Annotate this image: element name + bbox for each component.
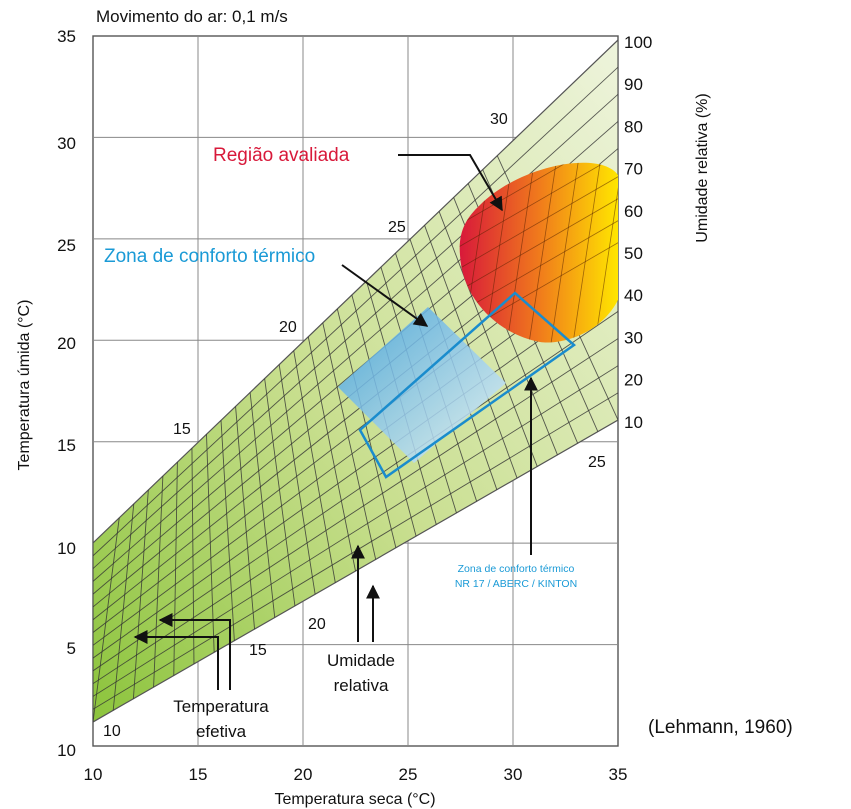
comfort-box-nr17 (358, 291, 577, 479)
temp-efetiva-arrow-2 (158, 613, 231, 690)
x-tick-label: 10 (84, 765, 103, 784)
et-line (235, 406, 255, 630)
temp-efetiva-line1: Temperatura (173, 697, 269, 716)
et-label-10: 10 (103, 723, 121, 740)
rh-tick-label: 40 (624, 286, 643, 305)
nr17-label-line1: Zona de conforto térmico (458, 563, 575, 575)
et-label-15-upper: 15 (173, 421, 191, 438)
temp-efetiva-line2: efetiva (196, 722, 247, 741)
y2-axis-title: Umidade relativa (%) (694, 93, 711, 242)
et-label-20-upper: 20 (279, 319, 297, 336)
et-label-15-lower: 15 (249, 642, 267, 659)
hot-grid-line (459, 163, 618, 275)
rh-line (93, 93, 618, 569)
hot-grid-line (459, 207, 618, 319)
et-line (132, 489, 149, 699)
et-line (264, 378, 296, 606)
rh-line (93, 66, 618, 557)
rh-line (93, 311, 618, 672)
et-line (173, 462, 178, 676)
et-line (153, 476, 164, 688)
y-tick-label: 25 (57, 236, 76, 255)
x-tick-label: 25 (399, 765, 418, 784)
zona-conforto-label: Zona de conforto térmico (104, 246, 315, 267)
hot-grid-line (593, 162, 618, 343)
hot-grid-line (549, 162, 581, 343)
chart-title: Movimento do ar: 0,1 m/s (96, 7, 288, 26)
regiao-avaliada-arrow (398, 154, 503, 212)
rh-tick-label: 90 (624, 75, 643, 94)
et-line (206, 434, 215, 653)
et-line (93, 517, 120, 723)
y-tick-label: 20 (57, 334, 76, 353)
rh-tick-labels: 100 90 80 70 60 50 40 30 20 10 (624, 33, 652, 432)
rh-tick-label: 30 (624, 328, 643, 347)
rh-tick-label: 100 (624, 33, 652, 52)
rh-tick-label: 20 (624, 371, 643, 390)
rh-tick-label: 70 (624, 160, 643, 179)
y-tick-label: 10 (57, 741, 76, 760)
source-citation: (Lehmann, 1960) (648, 717, 793, 738)
x-tick-labels: 10 15 20 25 30 35 (84, 765, 628, 784)
hot-grid-line (459, 162, 618, 231)
regiao-avaliada-label: Região avaliada (213, 145, 350, 166)
rh-tick-label: 50 (624, 244, 643, 263)
hot-grid-line (459, 185, 618, 297)
zona-conforto-arrow (341, 264, 429, 327)
et-line (307, 336, 356, 572)
y-tick-label: 10 (57, 539, 76, 558)
y-tick-label: 35 (57, 27, 76, 46)
y-tick-label: 30 (57, 134, 76, 153)
rh-tick-label: 10 (624, 413, 643, 432)
umidade-relativa-line1: Umidade (327, 651, 395, 670)
y-axis-title: Temperatura úmida (°C) (16, 300, 33, 471)
et-label-25-upper: 25 (388, 219, 406, 236)
temp-efetiva-arrow-1 (133, 630, 219, 690)
et-line (249, 392, 276, 618)
et-line (112, 503, 135, 711)
et-line (336, 308, 397, 548)
comfort-zone-area (338, 307, 506, 463)
et-line (293, 350, 336, 583)
rh-line (93, 283, 618, 659)
et-label-30: 30 (490, 111, 508, 128)
x-tick-label: 30 (504, 765, 523, 784)
y-tick-labels: 35 30 25 20 15 10 5 10 (57, 27, 76, 760)
umidade-relativa-line2: relativa (334, 676, 389, 695)
et-line (322, 322, 377, 560)
et-label-20-lower: 20 (308, 616, 326, 633)
y-tick-label: 5 (67, 639, 76, 658)
et-line (220, 420, 235, 641)
nr17-label-line2: NR 17 / ABERC / KINTON (455, 578, 577, 590)
et-label-25-right: 25 (588, 454, 606, 471)
et-line (438, 211, 538, 467)
x-tick-label: 35 (609, 765, 628, 784)
hot-grid-line (459, 162, 618, 253)
et-line (278, 364, 316, 595)
et-line (191, 448, 195, 664)
x-tick-label: 15 (189, 765, 208, 784)
rh-tick-label: 80 (624, 117, 643, 136)
x-axis-title: Temperatura seca (°C) (274, 791, 435, 808)
hot-grid-line (527, 162, 559, 343)
y-tick-label: 15 (57, 436, 76, 455)
rh-tick-label: 60 (624, 202, 643, 221)
hot-grid-line (571, 162, 603, 343)
x-tick-label: 20 (294, 765, 313, 784)
